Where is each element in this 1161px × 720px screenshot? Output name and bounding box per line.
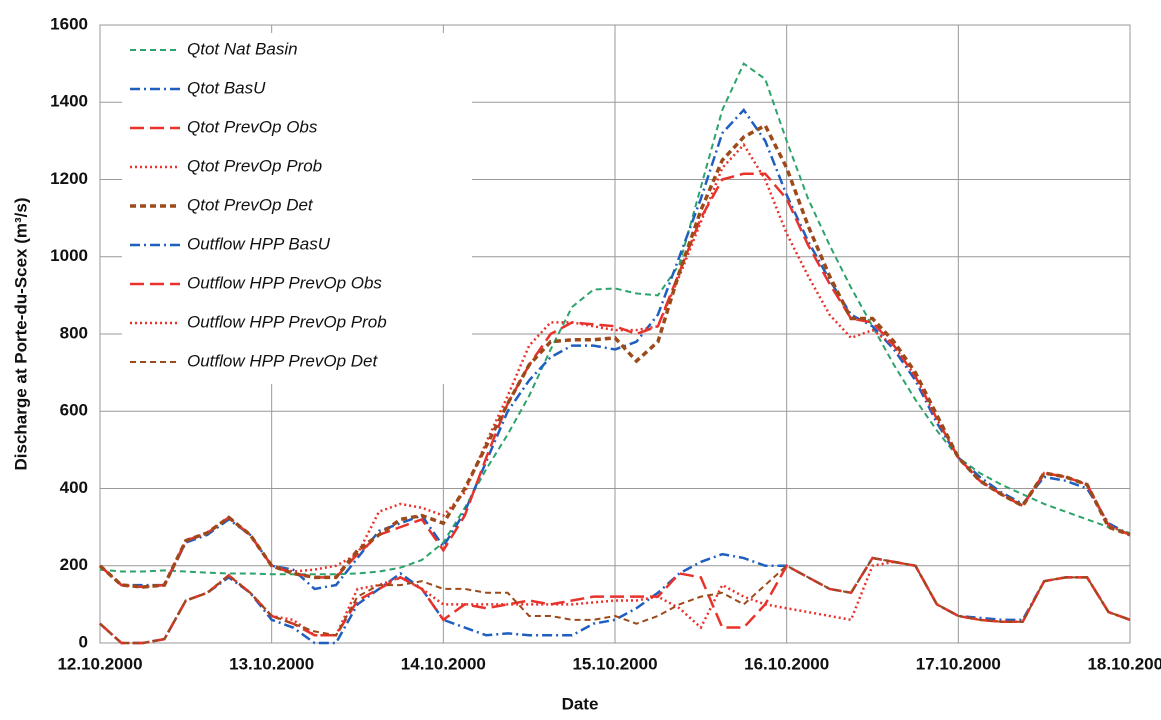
y-axis-label: Discharge at Porte-du-Scex (m³/s) — [11, 197, 30, 470]
y-tick-label: 1200 — [50, 169, 88, 188]
legend-label: Outflow HPP PrevOp Det — [187, 351, 378, 370]
legend-label: Qtot PrevOp Det — [187, 195, 314, 214]
legend-label: Qtot PrevOp Obs — [187, 117, 318, 136]
series-line — [99, 556, 1131, 644]
x-tick-label: 12.10.2000 — [57, 654, 142, 673]
legend-label: Outflow HPP BasU — [187, 234, 331, 253]
legend-label: Outflow HPP PrevOp Obs — [187, 273, 382, 292]
series-line — [98, 123, 1131, 589]
x-tick-label: 18.10.2000 — [1087, 654, 1161, 673]
legend-label: Qtot Nat Basin — [187, 39, 298, 58]
y-tick-label: 600 — [60, 401, 88, 420]
legend-label: Qtot PrevOp Prob — [187, 156, 322, 175]
y-tick-label: 0 — [79, 632, 88, 651]
y-tick-label: 200 — [60, 555, 88, 574]
x-tick-label: 15.10.2000 — [572, 654, 657, 673]
x-tick-label: 17.10.2000 — [916, 654, 1001, 673]
series-line — [99, 107, 1131, 591]
y-tick-label: 400 — [60, 478, 88, 497]
series-line — [99, 552, 1131, 645]
legend-label: Outflow HPP PrevOp Prob — [187, 312, 387, 331]
legend-box — [122, 33, 472, 384]
legend-label: Qtot BasU — [187, 78, 266, 97]
x-axis-label: Date — [562, 694, 599, 713]
y-tick-label: 800 — [60, 323, 88, 342]
y-tick-label: 1600 — [50, 14, 88, 33]
x-tick-label: 13.10.2000 — [229, 654, 314, 673]
x-tick-label: 16.10.2000 — [744, 654, 829, 673]
y-tick-label: 1000 — [50, 246, 88, 265]
x-tick-label: 14.10.2000 — [401, 654, 486, 673]
y-tick-label: 1400 — [50, 92, 88, 111]
